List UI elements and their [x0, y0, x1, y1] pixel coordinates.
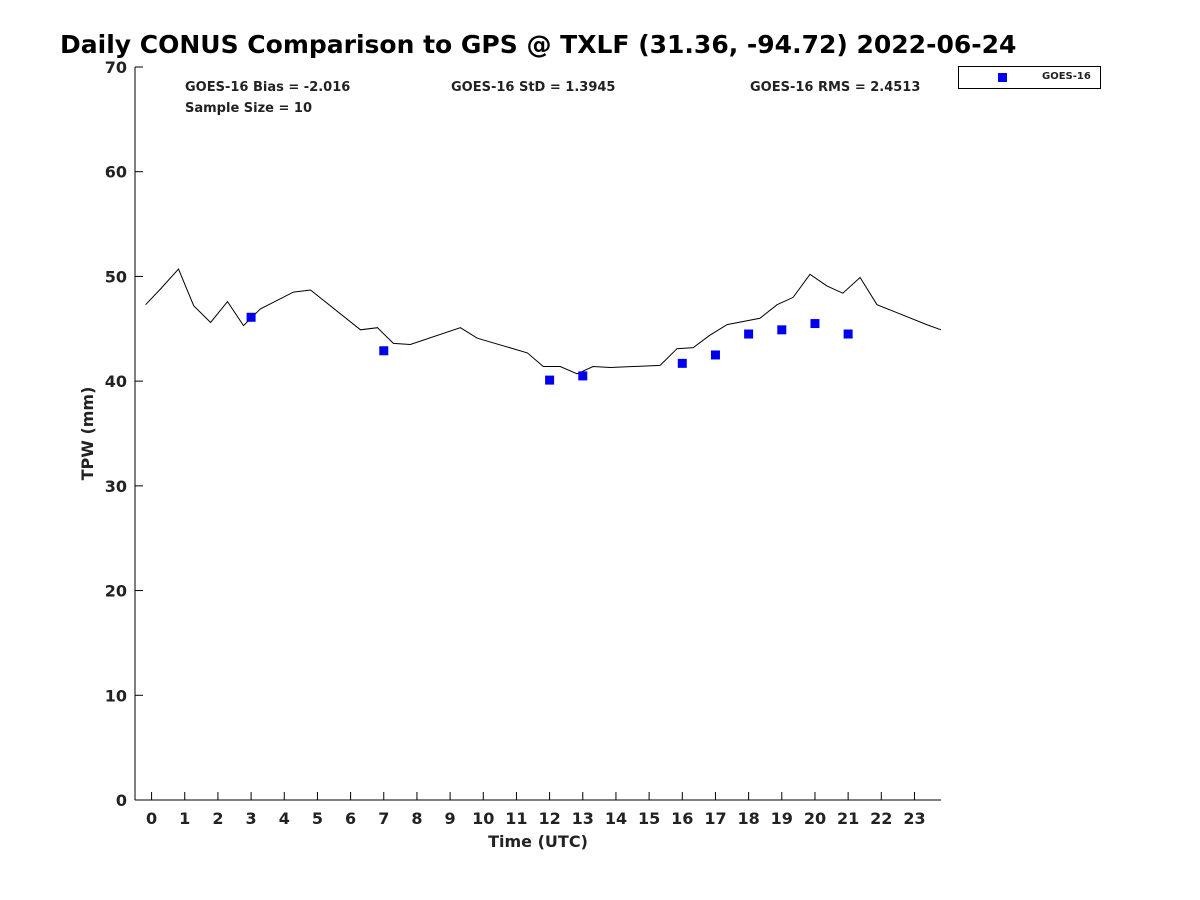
goes16-data-point — [246, 312, 256, 322]
x-tick-label: 6 — [345, 809, 356, 828]
x-tick-label: 2 — [212, 809, 223, 828]
y-tick-label: 10 — [105, 686, 127, 705]
goes16-data-point — [843, 329, 853, 339]
x-tick-label: 5 — [312, 809, 323, 828]
legend-label-goes16: GOES-16 — [1042, 71, 1091, 82]
y-tick-label: 30 — [105, 477, 127, 496]
x-axis-label: Time (UTC) — [488, 832, 588, 851]
x-tick-label: 1 — [179, 809, 190, 828]
x-tick-label: 17 — [704, 809, 726, 828]
goes16-data-point — [710, 350, 720, 360]
goes16-data-point — [379, 346, 389, 356]
x-tick-label: 9 — [445, 809, 456, 828]
y-tick-label: 20 — [105, 582, 127, 601]
goes16-data-point — [545, 375, 555, 385]
x-tick-label: 0 — [146, 809, 157, 828]
gps-series-line — [145, 268, 942, 375]
y-tick-label: 40 — [105, 372, 127, 391]
goes16-data-point — [810, 319, 820, 329]
x-tick-label: 15 — [638, 809, 660, 828]
y-tick-label: 70 — [105, 58, 127, 77]
x-tick-label: 4 — [279, 809, 290, 828]
x-tick-label: 20 — [804, 809, 826, 828]
y-axis-label: TPW (mm) — [78, 387, 97, 481]
x-tick-label: 13 — [572, 809, 594, 828]
y-tick-label: 0 — [116, 791, 127, 810]
x-tick-label: 8 — [411, 809, 422, 828]
x-tick-label: 18 — [737, 809, 759, 828]
x-tick-label: 22 — [870, 809, 892, 828]
x-tick-label: 23 — [903, 809, 925, 828]
chart-title: Daily CONUS Comparison to GPS @ TXLF (31… — [60, 30, 1017, 59]
x-tick-label: 7 — [378, 809, 389, 828]
x-tick-label: 12 — [538, 809, 560, 828]
x-tick-label: 21 — [837, 809, 859, 828]
y-tick-label: 50 — [105, 267, 127, 286]
goes16-data-point — [677, 358, 687, 368]
y-tick-label: 60 — [105, 163, 127, 182]
goes16-data-point — [777, 325, 787, 335]
x-tick-label: 11 — [505, 809, 527, 828]
x-tick-label: 16 — [671, 809, 693, 828]
sample-size-stat: Sample Size = 10 — [185, 101, 313, 116]
goes16-data-point — [744, 329, 754, 339]
x-tick-label: 10 — [472, 809, 494, 828]
x-tick-label: 3 — [246, 809, 257, 828]
std-stat: GOES-16 StD = 1.3945 — [451, 80, 616, 95]
x-tick-label: 19 — [771, 809, 793, 828]
goes16-data-point — [578, 371, 588, 381]
legend: GOES-16 — [958, 66, 1101, 89]
x-tick-label: 14 — [605, 809, 627, 828]
rms-stat: GOES-16 RMS = 2.4513 — [750, 80, 921, 95]
bias-stat: GOES-16 Bias = -2.016 — [185, 80, 351, 95]
legend-marker-goes16 — [998, 73, 1007, 82]
